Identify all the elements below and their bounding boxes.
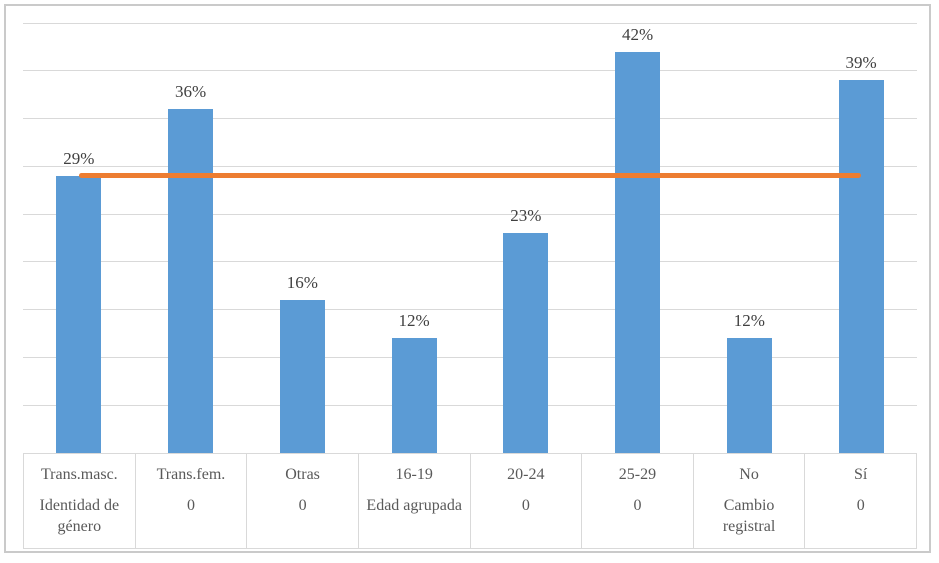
axis-cell: 16-19 Edad agrupada	[359, 454, 471, 548]
bar	[615, 51, 661, 453]
bar	[279, 300, 325, 453]
category-axis-table: Trans.masc. Identidad de género Trans.fem.…	[23, 453, 917, 549]
gridline	[23, 22, 917, 24]
axis-category-label: 25-29	[618, 465, 657, 483]
axis-group-label: 0	[186, 497, 195, 514]
axis-category-label: 16-19	[395, 465, 433, 483]
bar	[503, 233, 549, 453]
axis-group-label: 0	[856, 497, 865, 514]
bar	[726, 338, 772, 453]
bar-data-label: 29%	[63, 148, 95, 168]
gridline	[23, 165, 917, 167]
gridline	[23, 309, 917, 311]
bar	[168, 109, 214, 453]
bar-data-label: 12%	[398, 311, 430, 331]
chart-border	[4, 4, 931, 553]
axis-group-label: 0	[521, 497, 530, 514]
bar-data-label: 36%	[175, 82, 207, 101]
gridline	[23, 261, 917, 263]
bar	[56, 175, 102, 453]
gridline	[23, 404, 917, 406]
bar-data-label: 42%	[622, 24, 654, 44]
gridline	[23, 213, 917, 215]
axis-group-label: Edad agrupada	[366, 497, 462, 514]
axis-cell: 25-29 0	[582, 454, 694, 548]
axis-cell: 20-24 0	[471, 454, 583, 548]
axis-cell: Trans.masc. Identidad de género	[24, 454, 136, 548]
axis-cell: Trans.fem. 0	[136, 454, 248, 548]
bar-data-label: 12%	[733, 311, 765, 331]
gridline	[23, 118, 917, 120]
axis-group-label: Identidad de género	[39, 497, 120, 535]
axis-category-label: Otras	[285, 465, 320, 483]
bar-data-label: 16%	[286, 273, 318, 293]
gridline	[23, 356, 917, 358]
axis-category-label: Trans.fem.	[156, 465, 226, 483]
axis-category-label: No	[739, 465, 759, 483]
gridline	[23, 70, 917, 72]
axis-group-label: Cambio registral	[722, 497, 776, 535]
axis-cell: Otras 0	[247, 454, 359, 548]
bar-data-label: 23%	[510, 206, 542, 226]
bar	[391, 338, 437, 453]
bar	[838, 80, 884, 453]
axis-group-label: 0	[633, 497, 642, 514]
bar-data-label: 39%	[845, 53, 877, 73]
reference-line	[78, 173, 862, 179]
axis-category-label: Trans.masc.	[40, 465, 118, 483]
axis-category-label: 20-24	[507, 465, 545, 483]
axis-group-label: 0	[298, 497, 307, 514]
axis-category-label: Sí	[854, 465, 868, 483]
axis-cell: No Cambio registral	[694, 454, 806, 548]
axis-cell: Sí 0	[805, 454, 916, 548]
plot-area: 29% 36% 16% 12% 23% 42% 12% 39%	[23, 22, 917, 453]
